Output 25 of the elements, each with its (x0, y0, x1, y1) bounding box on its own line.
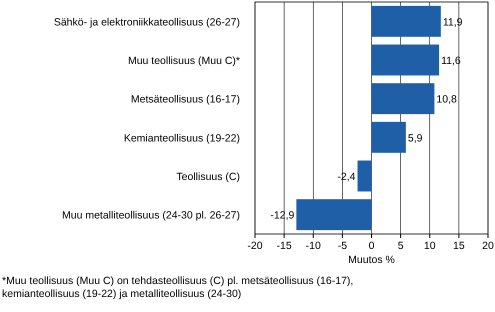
bar (372, 122, 406, 153)
data-label: 10,8 (436, 94, 458, 106)
data-label: 5,9 (408, 132, 423, 144)
x-tick-label: -10 (306, 240, 321, 252)
bar (358, 160, 372, 192)
x-tick-label: 5 (398, 240, 404, 252)
bar (372, 6, 441, 37)
x-tick-label: 0 (368, 240, 375, 252)
y-tick-label: Muu teollisuus (Muu C)* (128, 55, 240, 67)
y-tick-label: Sähkö- ja elektroniikkateollisuus (26-27) (54, 16, 240, 28)
y-tick-label: Kemianteollisuus (19-22) (124, 132, 240, 144)
x-tick-label: 20 (482, 240, 494, 252)
x-tick-label: 10 (424, 240, 436, 252)
y-tick-label: Metsäteollisuus (16-17) (130, 94, 240, 106)
bar (372, 83, 434, 114)
bar (372, 44, 440, 76)
x-tick-label: -15 (276, 240, 292, 252)
x-axis-title: Muutos % (348, 254, 395, 266)
y-tick-label: Muu metalliteollisuus (24-30 pl. 26-27) (62, 210, 240, 222)
text: *Muu teollisuus (Muu C) on tehdasteollisuus (C) pl. metsäteollisuus (16-17), kemianteollisuus (19-22) ja metalliteollisuus (24-30) (2, 275, 354, 300)
y-tick-label: Teollisuus (C) (176, 171, 240, 183)
bar (296, 199, 372, 230)
x-tick-label: 15 (453, 240, 465, 252)
x-tick-label: -5 (338, 240, 348, 252)
x-tick-label: -20 (247, 240, 263, 252)
